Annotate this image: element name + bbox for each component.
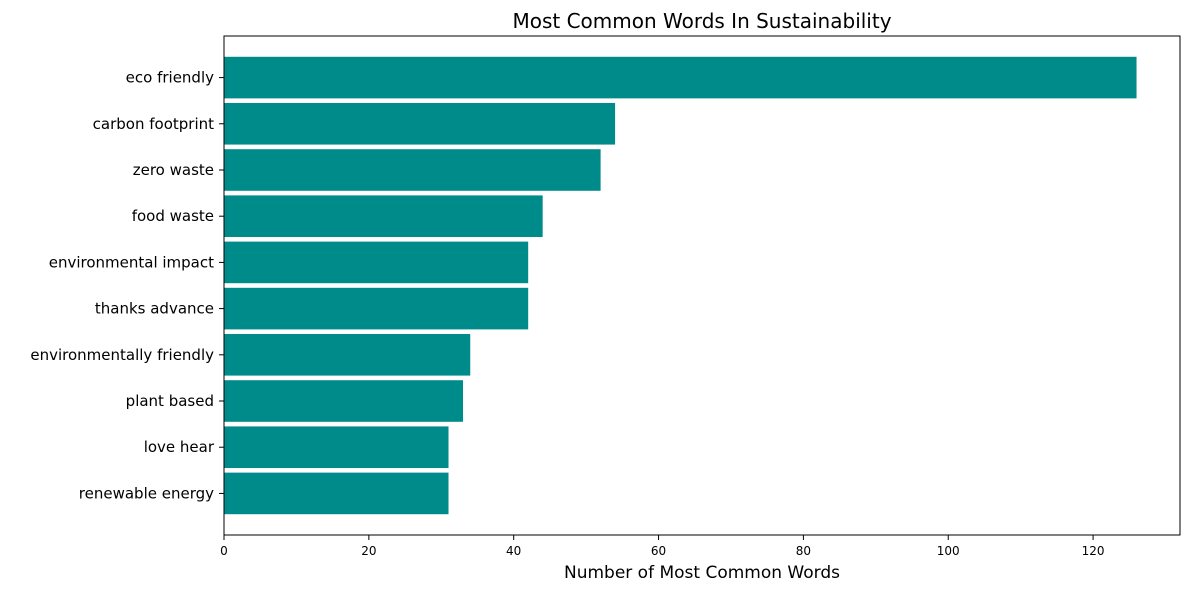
y-axis-ticks: eco friendly carbon footprint zero waste fo… — [30, 69, 224, 502]
y-tick-label: food waste — [132, 207, 214, 225]
x-tick-label: 100 — [937, 544, 960, 558]
x-tick-label: 80 — [796, 544, 811, 558]
chart-title: Most Common Words In Sustainability — [512, 9, 891, 33]
bar-environmental-impact — [224, 241, 529, 284]
bar-love-hear — [224, 426, 449, 469]
x-tick-label: 120 — [1082, 544, 1105, 558]
y-tick-label: environmental impact — [49, 253, 214, 271]
bar-thanks-advance — [224, 287, 529, 330]
x-axis-ticks: 0 20 40 60 80 100 120 — [220, 535, 1105, 558]
y-tick-label: environmentally friendly — [30, 346, 214, 364]
plot-frame — [223, 35, 1181, 536]
x-tick-label: 20 — [361, 544, 376, 558]
y-tick-label: love hear — [144, 438, 215, 456]
y-tick-label: zero waste — [133, 161, 214, 179]
y-tick-label: plant based — [126, 392, 214, 410]
y-tick-label: renewable energy — [79, 484, 214, 502]
bar-environmentally-friendly — [224, 334, 471, 376]
y-tick-label: thanks advance — [95, 300, 214, 318]
x-tick-label: 60 — [651, 544, 666, 558]
x-axis-label: Number of Most Common Words — [564, 563, 840, 583]
bar-renewable-energy — [224, 472, 449, 515]
bar-plant-based — [224, 380, 463, 422]
bar-carbon-footprint — [224, 102, 616, 145]
bar-zero-waste — [224, 149, 601, 191]
y-tick-label: carbon footprint — [93, 115, 214, 133]
bar-eco-friendly — [224, 56, 1137, 99]
y-tick-label: eco friendly — [126, 69, 214, 87]
bar-food-waste — [224, 195, 543, 237]
x-tick-label: 0 — [220, 544, 228, 558]
bars-layer — [224, 56, 1137, 515]
x-tick-label: 40 — [506, 544, 521, 558]
